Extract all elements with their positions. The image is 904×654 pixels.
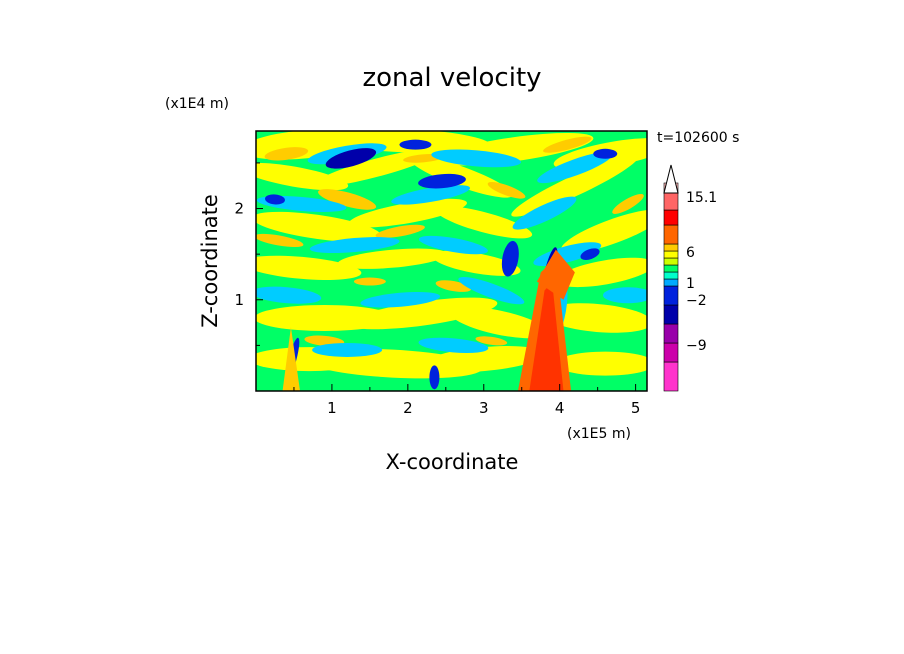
contour-patch	[348, 297, 498, 330]
contour-patch	[603, 287, 647, 304]
contour-patch	[312, 342, 383, 357]
contour-patch	[256, 255, 362, 280]
x-tick-label: 1	[327, 399, 337, 417]
contour-patch	[542, 303, 647, 333]
contour-patch	[431, 250, 521, 276]
y-unit-label: (x1E4 m)	[165, 96, 229, 112]
contour-patch	[282, 327, 301, 391]
colorbar-swatch	[663, 257, 679, 266]
colorbar-label: −2	[686, 293, 707, 309]
contour-patch	[418, 235, 488, 255]
contour-patch	[529, 281, 564, 391]
x-tick-label: 3	[479, 399, 489, 417]
contour-patch	[543, 136, 592, 153]
velocity-field	[256, 131, 647, 391]
contour-patch	[458, 276, 525, 305]
contour-patch	[256, 286, 322, 304]
x-tick-label: 4	[555, 399, 565, 417]
axis-ticks: 1 2 3 4 5 1 2	[234, 162, 641, 417]
contour-patch	[512, 196, 577, 230]
time-label: t=102600 s	[657, 130, 739, 146]
contour-patch	[423, 346, 544, 373]
colorbar-swatch	[663, 209, 679, 226]
colorbar: 15.1 6 1−2 −9	[663, 164, 717, 392]
contour-patch	[418, 337, 489, 353]
colorbar-swatch	[663, 323, 679, 344]
contour-patch	[580, 248, 600, 260]
colorbar-label: −9	[686, 338, 707, 354]
colorbar-label: 1	[686, 276, 695, 292]
contour-patch	[264, 147, 309, 161]
contour-patch	[449, 306, 548, 339]
colorbar-swatch	[663, 361, 679, 392]
colorbar-swatch	[663, 278, 679, 287]
contour-patch	[555, 257, 647, 288]
colorbar-swatch	[663, 342, 679, 363]
contour-patch	[555, 351, 647, 376]
contour-patch	[256, 211, 382, 242]
colorbar-swatch	[663, 285, 679, 306]
colorbar-swatch	[663, 250, 679, 259]
contour-patch	[353, 277, 386, 286]
contour-patch	[560, 209, 647, 254]
chart-title: zonal velocity	[362, 63, 541, 93]
contour-patch	[399, 139, 432, 150]
colorbar-extension	[663, 164, 679, 194]
colorbar-label: 6	[686, 245, 695, 261]
contour-patch	[256, 233, 304, 248]
contour-patch	[612, 193, 644, 214]
x-unit-label: (x1E5 m)	[567, 426, 631, 442]
contour-patch	[501, 240, 519, 277]
contour-patch	[435, 206, 533, 239]
contour-patch	[418, 173, 466, 189]
colorbar-swatch	[663, 264, 679, 273]
colorbar-swatch	[663, 192, 679, 211]
contour-patch	[325, 148, 377, 169]
contour-patch	[475, 336, 508, 346]
colorbar-swatch	[663, 243, 679, 252]
plot-frame	[255, 130, 648, 392]
contour-patch	[337, 248, 448, 269]
x-tick-label: 2	[403, 399, 413, 417]
contour-patch	[391, 185, 471, 205]
contour-patch	[431, 149, 522, 168]
contour-patch	[309, 237, 400, 254]
contour-patch	[318, 189, 377, 210]
colorbar-label: 15.1	[686, 190, 717, 206]
heatmap-plot-area	[255, 130, 648, 392]
contour-patch	[593, 148, 618, 159]
y-tick-label: 2	[234, 200, 244, 218]
x-axis-label: X-coordinate	[386, 450, 519, 474]
colorbar-swatch	[663, 271, 679, 280]
contour-patch	[375, 224, 425, 238]
contour-patch	[511, 154, 639, 217]
contour-patch	[265, 194, 285, 205]
contour-patch	[537, 151, 613, 184]
y-axis-label: Z-coordinate	[198, 194, 222, 328]
contour-patch	[429, 365, 440, 390]
contour-patch	[536, 249, 575, 300]
x-tick-label: 5	[631, 399, 641, 417]
y-tick-label: 1	[234, 291, 244, 309]
contour-patch	[487, 181, 526, 199]
colorbar-swatch	[663, 224, 679, 245]
colorbar-swatch	[663, 304, 679, 325]
contour-patch	[360, 291, 441, 308]
contour-patch	[348, 198, 467, 228]
